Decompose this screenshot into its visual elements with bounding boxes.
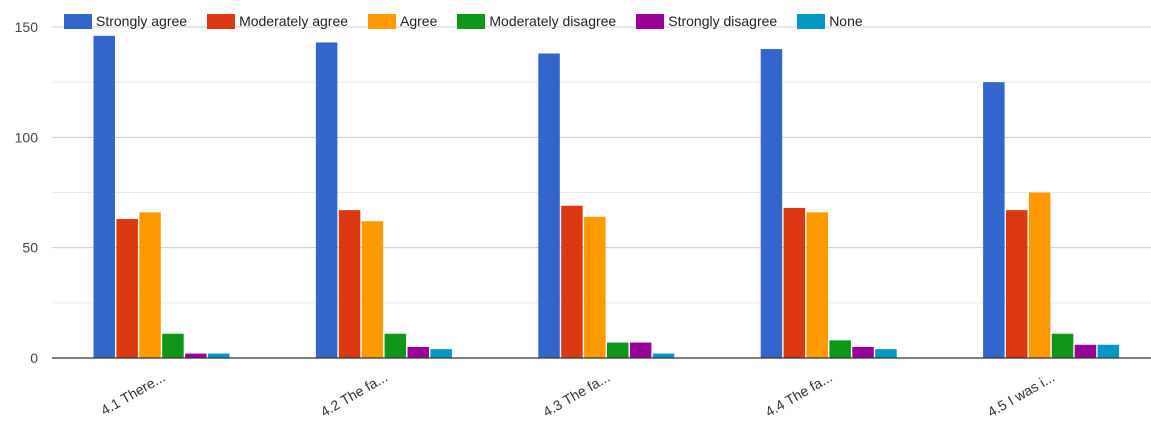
bar[interactable] <box>93 35 116 359</box>
bar[interactable] <box>430 349 452 358</box>
legend-item[interactable]: None <box>797 13 863 29</box>
bar[interactable] <box>1028 192 1051 359</box>
gridlines <box>52 26 1151 304</box>
bar[interactable] <box>407 346 430 358</box>
bar[interactable] <box>208 353 230 358</box>
bar[interactable] <box>629 342 652 358</box>
bar[interactable] <box>361 221 384 358</box>
x-tick-label: 4.5 I was i... <box>985 369 1058 420</box>
legend-swatch <box>64 13 92 29</box>
legend-item[interactable]: Agree <box>368 13 437 29</box>
bar[interactable] <box>561 205 583 358</box>
x-tick-label: 4.4 The fa... <box>762 369 834 420</box>
bar-group <box>760 49 897 359</box>
bar-group <box>315 42 452 359</box>
legend-item[interactable]: Moderately agree <box>207 13 348 29</box>
legend-swatch <box>636 13 665 29</box>
bar-group <box>93 35 230 359</box>
bar[interactable] <box>607 342 629 358</box>
bar[interactable] <box>185 353 207 358</box>
bar[interactable] <box>652 353 675 358</box>
y-tick-label: 0 <box>30 350 38 366</box>
x-tick-label: 4.3 The fa... <box>540 369 612 420</box>
legend-label: Moderately disagree <box>489 13 617 29</box>
x-axis: 4.1 There... 4.2 The fa... 4.3 The fa... 4.… <box>98 369 1057 420</box>
bar-group <box>538 53 675 358</box>
bar[interactable] <box>983 82 1005 359</box>
bar[interactable] <box>1097 344 1120 358</box>
bar[interactable] <box>829 340 851 358</box>
y-tick-label: 50 <box>22 240 38 256</box>
legend-item[interactable]: Strongly agree <box>64 13 187 29</box>
legend-label: Strongly disagree <box>668 13 778 29</box>
legend-label: Strongly agree <box>96 13 188 29</box>
legend-swatch <box>368 13 397 29</box>
bar[interactable] <box>852 346 874 358</box>
legend-label: None <box>829 13 863 29</box>
bar[interactable] <box>806 212 829 358</box>
legend-swatch <box>207 13 236 29</box>
bar[interactable] <box>1051 333 1074 358</box>
bar[interactable] <box>315 42 338 359</box>
bars <box>93 35 1120 359</box>
y-axis: 0 50 100 150 <box>15 19 39 366</box>
legend-item[interactable]: Moderately disagree <box>457 13 616 29</box>
y-tick-label: 150 <box>15 19 39 35</box>
legend: Strongly agree Moderately agree Agree Moder… <box>64 13 883 29</box>
legend-item[interactable]: Strongly disagree <box>636 13 777 29</box>
bar[interactable] <box>139 212 161 358</box>
x-tick-label: 4.2 The fa... <box>318 369 390 420</box>
legend-swatch <box>797 13 826 29</box>
bar[interactable] <box>538 53 560 358</box>
bar[interactable] <box>783 207 806 358</box>
bar-group <box>983 82 1120 359</box>
legend-label: Agree <box>400 13 438 29</box>
bar[interactable] <box>384 333 407 358</box>
bar[interactable] <box>338 210 361 358</box>
bar[interactable] <box>1006 210 1028 358</box>
legend-label: Moderately agree <box>239 13 349 29</box>
y-tick-label: 100 <box>15 129 39 145</box>
bar[interactable] <box>116 218 138 358</box>
bar[interactable] <box>875 349 897 358</box>
bar[interactable] <box>584 216 606 358</box>
bar[interactable] <box>162 333 184 358</box>
x-tick-label: 4.1 There... <box>98 369 168 419</box>
bar[interactable] <box>760 49 783 359</box>
legend-swatch <box>457 13 486 29</box>
bar[interactable] <box>1074 344 1097 358</box>
